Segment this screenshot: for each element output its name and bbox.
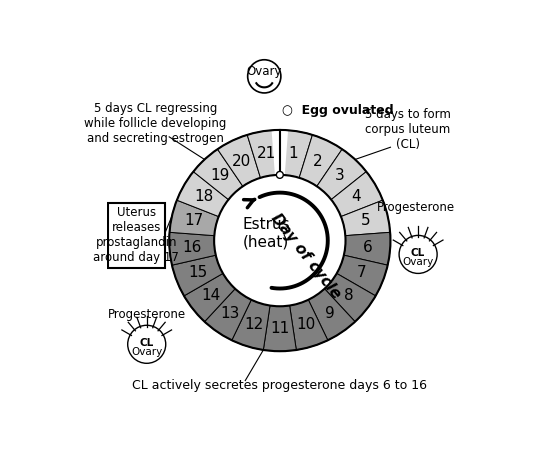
Text: 10: 10: [296, 317, 316, 332]
Text: 15: 15: [188, 265, 207, 280]
Text: Progesterone: Progesterone: [377, 201, 455, 214]
Text: 12: 12: [244, 317, 264, 332]
Wedge shape: [193, 149, 243, 200]
Text: Progesterone: Progesterone: [108, 308, 186, 321]
Wedge shape: [217, 135, 260, 186]
Circle shape: [128, 325, 166, 363]
Text: 5: 5: [361, 213, 371, 229]
Wedge shape: [344, 232, 390, 265]
Wedge shape: [324, 273, 376, 321]
Text: 2: 2: [313, 154, 323, 169]
Text: 5 days to form
corpus luteum
(CL): 5 days to form corpus luteum (CL): [365, 109, 450, 151]
Text: 16: 16: [182, 240, 201, 255]
Text: Ovary: Ovary: [402, 257, 434, 267]
Wedge shape: [169, 232, 216, 265]
Wedge shape: [317, 149, 366, 200]
Text: CL actively secretes progesterone days 6 to 16: CL actively secretes progesterone days 6…: [132, 379, 428, 392]
Wedge shape: [177, 172, 228, 216]
Text: 1: 1: [288, 146, 298, 161]
Text: Day of cycle: Day of cycle: [268, 211, 343, 302]
Circle shape: [399, 235, 437, 273]
Text: Ovary: Ovary: [131, 347, 162, 357]
Wedge shape: [331, 172, 383, 216]
Text: 14: 14: [201, 288, 221, 303]
Text: 19: 19: [210, 168, 229, 184]
Circle shape: [248, 60, 281, 93]
Wedge shape: [308, 289, 355, 340]
Wedge shape: [169, 200, 219, 236]
Text: Ovary: Ovary: [246, 65, 282, 78]
Text: 20: 20: [232, 154, 251, 169]
Text: 18: 18: [194, 189, 213, 204]
Circle shape: [214, 175, 346, 306]
Wedge shape: [184, 273, 235, 321]
Text: 21: 21: [257, 146, 276, 161]
Wedge shape: [205, 289, 251, 340]
Text: Uterus
releases
prostaglandin
around day 17: Uterus releases prostaglandin around day…: [93, 207, 179, 264]
Text: 6: 6: [363, 240, 372, 255]
Text: 4: 4: [352, 189, 361, 204]
Text: 8: 8: [344, 288, 354, 303]
Wedge shape: [289, 300, 328, 350]
Wedge shape: [299, 135, 342, 186]
Wedge shape: [271, 130, 288, 175]
Text: 3: 3: [335, 168, 345, 184]
Text: 11: 11: [270, 321, 289, 336]
Text: ○  Egg ovulated: ○ Egg ovulated: [282, 105, 393, 118]
Text: 17: 17: [184, 213, 204, 229]
Text: Estrus
(heat): Estrus (heat): [242, 217, 290, 250]
Wedge shape: [341, 200, 390, 236]
Text: 5 days CL regressing
while follicle developing
and secreting estrogen: 5 days CL regressing while follicle deve…: [84, 101, 227, 145]
Wedge shape: [337, 255, 388, 296]
Text: 9: 9: [325, 306, 334, 321]
Wedge shape: [247, 130, 280, 178]
Wedge shape: [232, 300, 270, 350]
Text: 13: 13: [221, 306, 240, 321]
Wedge shape: [172, 255, 223, 296]
Circle shape: [276, 172, 283, 178]
Text: CL: CL: [411, 248, 425, 258]
Wedge shape: [280, 130, 312, 178]
Text: CL: CL: [140, 338, 154, 348]
Text: 7: 7: [357, 265, 367, 280]
Wedge shape: [263, 305, 296, 351]
FancyBboxPatch shape: [108, 203, 165, 268]
